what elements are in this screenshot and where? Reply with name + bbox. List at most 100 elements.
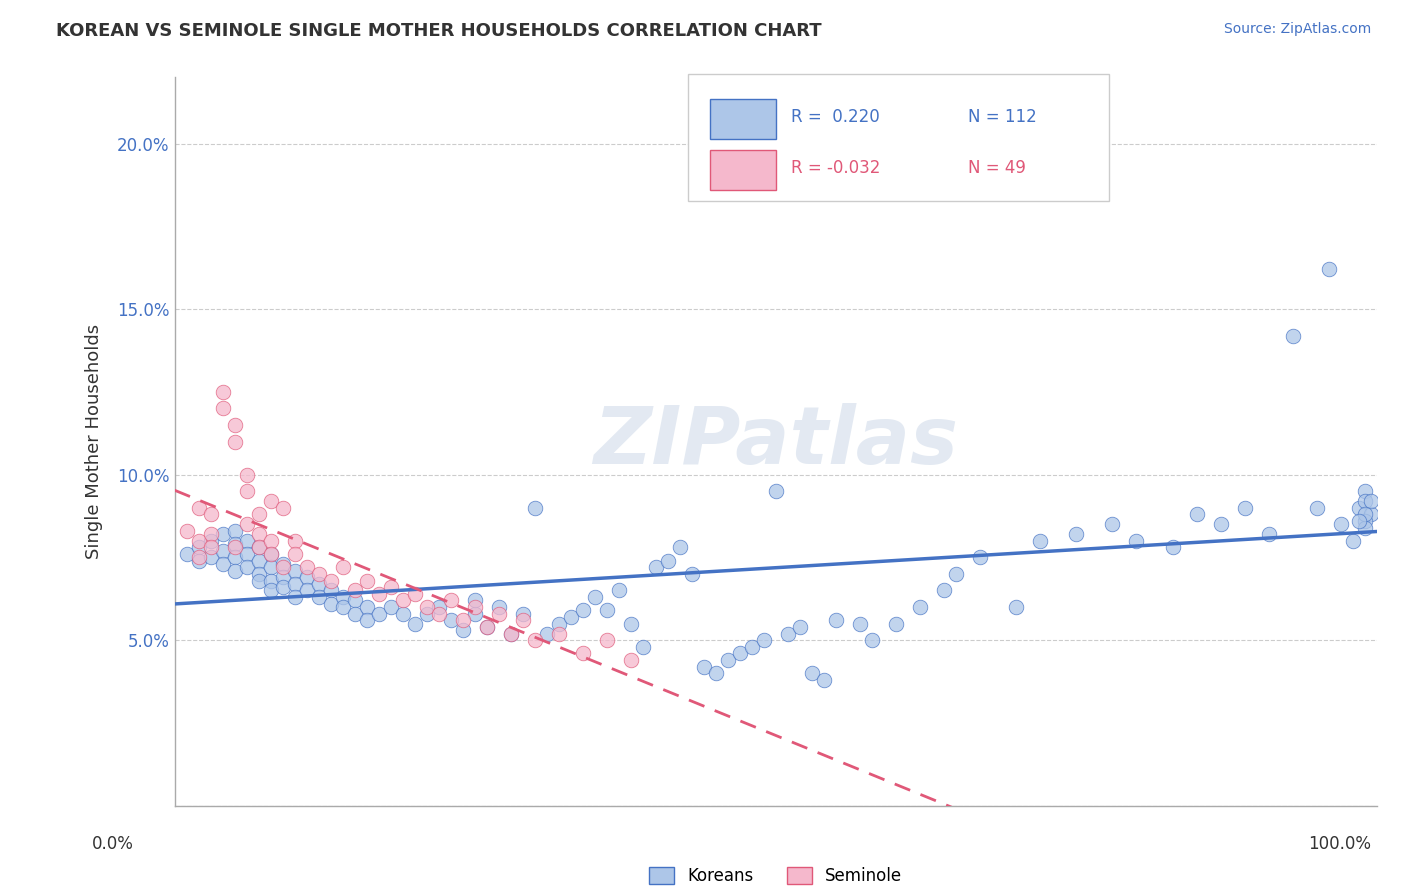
Point xyxy=(247,508,270,522)
Point xyxy=(319,597,342,611)
Point xyxy=(657,554,679,568)
Point xyxy=(583,590,606,604)
Point xyxy=(211,527,233,541)
Point xyxy=(908,600,931,615)
Point xyxy=(247,574,270,588)
Point xyxy=(1354,520,1376,534)
Point xyxy=(1360,508,1382,522)
Point xyxy=(380,600,402,615)
Point xyxy=(187,541,209,555)
Point xyxy=(1101,517,1123,532)
Point xyxy=(271,580,294,594)
Point xyxy=(235,560,257,574)
Point xyxy=(176,547,198,561)
Point xyxy=(849,616,872,631)
Point xyxy=(728,646,751,660)
Point xyxy=(260,547,283,561)
Point xyxy=(260,494,283,508)
Point xyxy=(356,574,378,588)
Point xyxy=(860,633,883,648)
Point xyxy=(187,554,209,568)
Point xyxy=(260,533,283,548)
Point xyxy=(512,613,534,627)
Point xyxy=(776,626,799,640)
Point xyxy=(247,566,270,581)
Point xyxy=(752,633,775,648)
Point xyxy=(1354,514,1376,528)
Point xyxy=(224,550,246,565)
Point xyxy=(548,626,571,640)
Point xyxy=(224,417,246,432)
FancyBboxPatch shape xyxy=(688,74,1109,202)
Bar xyxy=(710,150,776,190)
Point xyxy=(800,666,823,681)
Text: KOREAN VS SEMINOLE SINGLE MOTHER HOUSEHOLDS CORRELATION CHART: KOREAN VS SEMINOLE SINGLE MOTHER HOUSEHO… xyxy=(56,22,823,40)
Point xyxy=(1209,517,1232,532)
Point xyxy=(1348,500,1371,515)
Point xyxy=(596,603,619,617)
Point xyxy=(380,580,402,594)
Point xyxy=(488,600,510,615)
Point xyxy=(368,607,391,621)
Point xyxy=(224,537,246,551)
Point xyxy=(224,434,246,449)
Point xyxy=(524,633,547,648)
Point xyxy=(1233,500,1256,515)
Point xyxy=(501,626,523,640)
Point xyxy=(524,500,547,515)
Point xyxy=(295,583,318,598)
Point xyxy=(633,640,655,654)
Point xyxy=(368,587,391,601)
Point xyxy=(260,583,283,598)
Point xyxy=(536,626,558,640)
Point xyxy=(1330,517,1353,532)
Point xyxy=(572,603,595,617)
Point xyxy=(416,607,439,621)
Point xyxy=(247,554,270,568)
Point xyxy=(1281,328,1303,343)
Point xyxy=(247,541,270,555)
Point xyxy=(717,653,740,667)
Point xyxy=(200,541,222,555)
Point xyxy=(427,607,450,621)
Point xyxy=(271,557,294,571)
Point xyxy=(332,560,354,574)
Point xyxy=(765,484,787,499)
Point xyxy=(609,583,631,598)
Point xyxy=(451,613,474,627)
Point xyxy=(620,653,643,667)
Point xyxy=(308,566,330,581)
Point xyxy=(404,616,426,631)
Point xyxy=(343,607,366,621)
Point xyxy=(464,607,486,621)
Point xyxy=(200,527,222,541)
Point xyxy=(1029,533,1052,548)
Text: R = -0.032: R = -0.032 xyxy=(792,160,880,178)
Point xyxy=(284,547,307,561)
Point xyxy=(475,620,498,634)
Point xyxy=(692,659,714,673)
Point xyxy=(1005,600,1028,615)
Point xyxy=(308,590,330,604)
Point xyxy=(211,557,233,571)
Point xyxy=(945,566,967,581)
Point xyxy=(284,590,307,604)
Point xyxy=(1354,494,1376,508)
Point xyxy=(572,646,595,660)
Text: 100.0%: 100.0% xyxy=(1308,835,1371,853)
Point xyxy=(235,547,257,561)
Point xyxy=(211,543,233,558)
Point xyxy=(1354,484,1376,499)
Point xyxy=(440,593,463,607)
Point xyxy=(235,517,257,532)
Point xyxy=(176,524,198,538)
Text: N = 49: N = 49 xyxy=(969,160,1026,178)
Point xyxy=(187,550,209,565)
Point xyxy=(235,467,257,482)
Point xyxy=(1066,527,1088,541)
Text: N = 112: N = 112 xyxy=(969,109,1036,127)
Point xyxy=(332,590,354,604)
Point xyxy=(319,583,342,598)
Point xyxy=(548,616,571,631)
Point xyxy=(969,550,991,565)
